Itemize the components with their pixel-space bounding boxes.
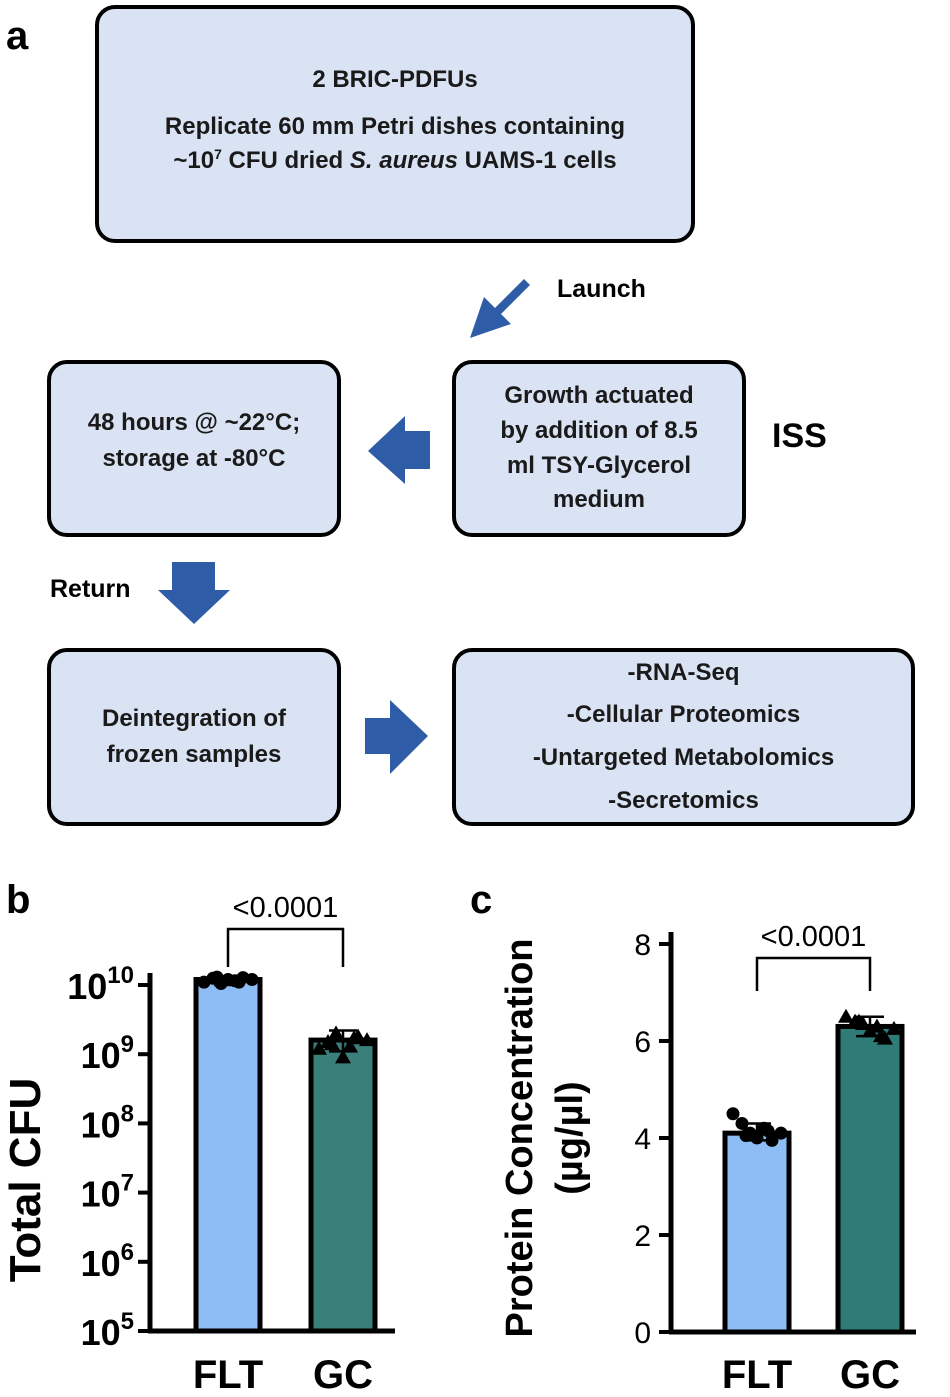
analysis-line-3: -Untargeted Metabolomics [532, 744, 835, 771]
growth-line-3: ml TSY-Glycerol [506, 451, 692, 479]
panel-label-a: a [6, 14, 29, 58]
data-point-gc [311, 1040, 327, 1055]
significance-bracket [226, 927, 345, 967]
p-value-label: <0.0001 [761, 921, 867, 953]
return-arrow [158, 562, 230, 624]
y-tick-label: 1010 [67, 962, 134, 1007]
y-tick-label: 6 [634, 1026, 651, 1059]
box1-title: 2 BRIC-PDFUs [312, 65, 478, 93]
deintegration-line-2: frozen samples [106, 741, 282, 768]
launch-arrow [470, 279, 530, 338]
x-tick-label-gc: GC [840, 1353, 900, 1397]
chart-protein-concentration: FLT GC 0 2 4 6 8 Protein Concentration (µg/µl) <0… [499, 921, 916, 1397]
panel-label-c: c [470, 878, 493, 922]
data-point-gc [886, 1020, 902, 1035]
data-point-flt [726, 1107, 740, 1121]
x-tick-label-flt: FLT [722, 1353, 792, 1397]
panel-label-b: b [6, 878, 31, 922]
box1-line3: ~107 CFU dried S. aureus UAMS-1 cells [173, 145, 617, 174]
chart-total-cfu: FLT GC 105 106 107 108 109 1010 Total CFU <0.0001 [1, 892, 395, 1397]
storage-line-2: storage at -80°C [102, 444, 286, 472]
deintegration-line-1: Deintegration of [102, 705, 286, 732]
bric-pdfu-box: 2 BRIC-PDFUs Replicate 60 mm Petri dishe… [95, 5, 695, 243]
data-point-flt [750, 1131, 764, 1145]
deintegration-box: Deintegration of frozen samples [47, 648, 341, 826]
return-label: Return [50, 575, 131, 603]
storage-line-1: 48 hours @ ~22°C; [87, 408, 301, 436]
iss-label: ISS [772, 417, 827, 455]
y-tick-label: 0 [634, 1317, 651, 1350]
storage-box: 48 hours @ ~22°C; storage at -80°C [47, 360, 341, 537]
analysis-line-1: -RNA-Seq [627, 658, 740, 686]
y-tick-label: 105 [81, 1308, 134, 1353]
y-tick-label: 106 [81, 1239, 134, 1284]
data-point-flt [232, 975, 246, 989]
growth-line-2: by addition of 8.5 [500, 416, 698, 444]
data-point-gc [851, 1013, 867, 1028]
y-tick-label: 109 [81, 1031, 134, 1076]
y-axis-title: Total CFU [1, 1078, 50, 1283]
analysis-line-4: -Secretomics [608, 786, 759, 814]
right-arrow [365, 700, 428, 774]
x-tick-label-gc: GC [313, 1353, 373, 1397]
data-point-gc [359, 1032, 375, 1047]
left-arrow [368, 416, 430, 484]
flow-arrows [158, 279, 530, 774]
analysis-line-2: -Cellular Proteomics [566, 701, 801, 729]
x-tick-label-flt: FLT [193, 1353, 263, 1397]
data-point-flt [761, 1124, 775, 1138]
bar-gc [308, 1037, 378, 1334]
launch-label: Launch [557, 275, 646, 303]
growth-line-4: medium [552, 486, 645, 514]
bar-flt [722, 1130, 792, 1335]
significance-bracket [755, 956, 872, 991]
growth-line-1: Growth actuated [504, 381, 694, 409]
y-axis-title: Protein Concentration [499, 938, 541, 1337]
y-tick-label: 4 [634, 1123, 651, 1156]
bar-flt [193, 977, 263, 1334]
data-point-gc [328, 1025, 344, 1040]
data-point-gc [838, 1008, 854, 1023]
bar-gc [835, 1023, 905, 1335]
box1-line2: Replicate 60 mm Petri dishes containing [164, 113, 626, 141]
p-value-label: <0.0001 [233, 892, 339, 924]
analysis-box: -RNA-Seq -Cellular Proteomics -Untargete… [452, 648, 915, 826]
data-point-gc [324, 1036, 340, 1051]
data-point-flt [774, 1126, 788, 1140]
data-point-gc [873, 1028, 889, 1043]
data-point-gc [862, 1023, 878, 1038]
data-point-flt [735, 1116, 749, 1130]
data-point-gc [346, 1030, 362, 1045]
data-point-flt [739, 1129, 753, 1143]
data-point-gc [342, 1038, 358, 1053]
y-tick-label: 2 [634, 1220, 651, 1253]
data-point-flt [245, 973, 259, 987]
data-point-flt [210, 970, 224, 984]
data-point-gc [335, 1049, 351, 1064]
y-tick-label: 8 [634, 929, 651, 962]
y-tick-label: 108 [81, 1100, 134, 1145]
y-tick-label: 107 [81, 1170, 134, 1215]
growth-box: Growth actuated by addition of 8.5 ml TS… [452, 360, 746, 537]
y-axis-title: (µg/µl) [549, 1081, 591, 1194]
